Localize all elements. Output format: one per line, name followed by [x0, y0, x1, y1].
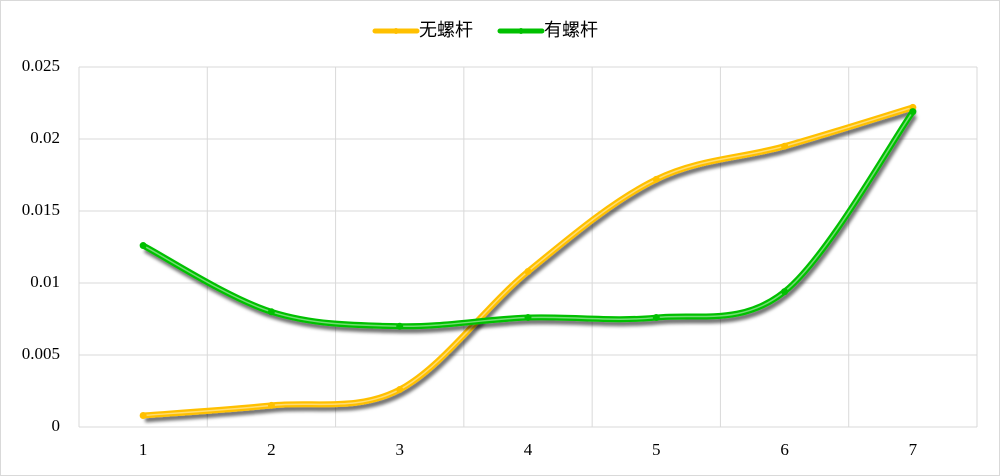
legend-label: 有螺杆 [544, 20, 598, 41]
x-tick-label: 6 [780, 440, 789, 459]
y-tick-label: 0.02 [30, 128, 60, 147]
point [781, 142, 789, 150]
point [396, 386, 404, 394]
point [524, 267, 532, 275]
y-tick-label: 0.025 [22, 56, 60, 75]
point [652, 314, 660, 322]
x-tick-label: 4 [524, 440, 533, 459]
legend-label: 无螺杆 [419, 20, 473, 41]
point [139, 411, 147, 419]
x-tick-label: 2 [267, 440, 276, 459]
legend-marker [393, 28, 399, 34]
x-tick-label: 3 [395, 440, 404, 459]
point [267, 401, 275, 409]
x-tick-label: 5 [652, 440, 661, 459]
point [524, 314, 532, 322]
y-tick-label: 0 [52, 416, 61, 435]
x-tick-label: 1 [139, 440, 148, 459]
y-tick-label: 0.005 [22, 344, 60, 363]
point [909, 108, 917, 116]
legend-marker [518, 28, 524, 34]
y-tick-label: 0.015 [22, 200, 60, 219]
x-tick-label: 7 [909, 440, 918, 459]
point [652, 175, 660, 183]
point [781, 288, 789, 296]
point [267, 308, 275, 316]
point [139, 242, 147, 250]
point [396, 322, 404, 330]
y-tick-label: 0.01 [30, 272, 60, 291]
